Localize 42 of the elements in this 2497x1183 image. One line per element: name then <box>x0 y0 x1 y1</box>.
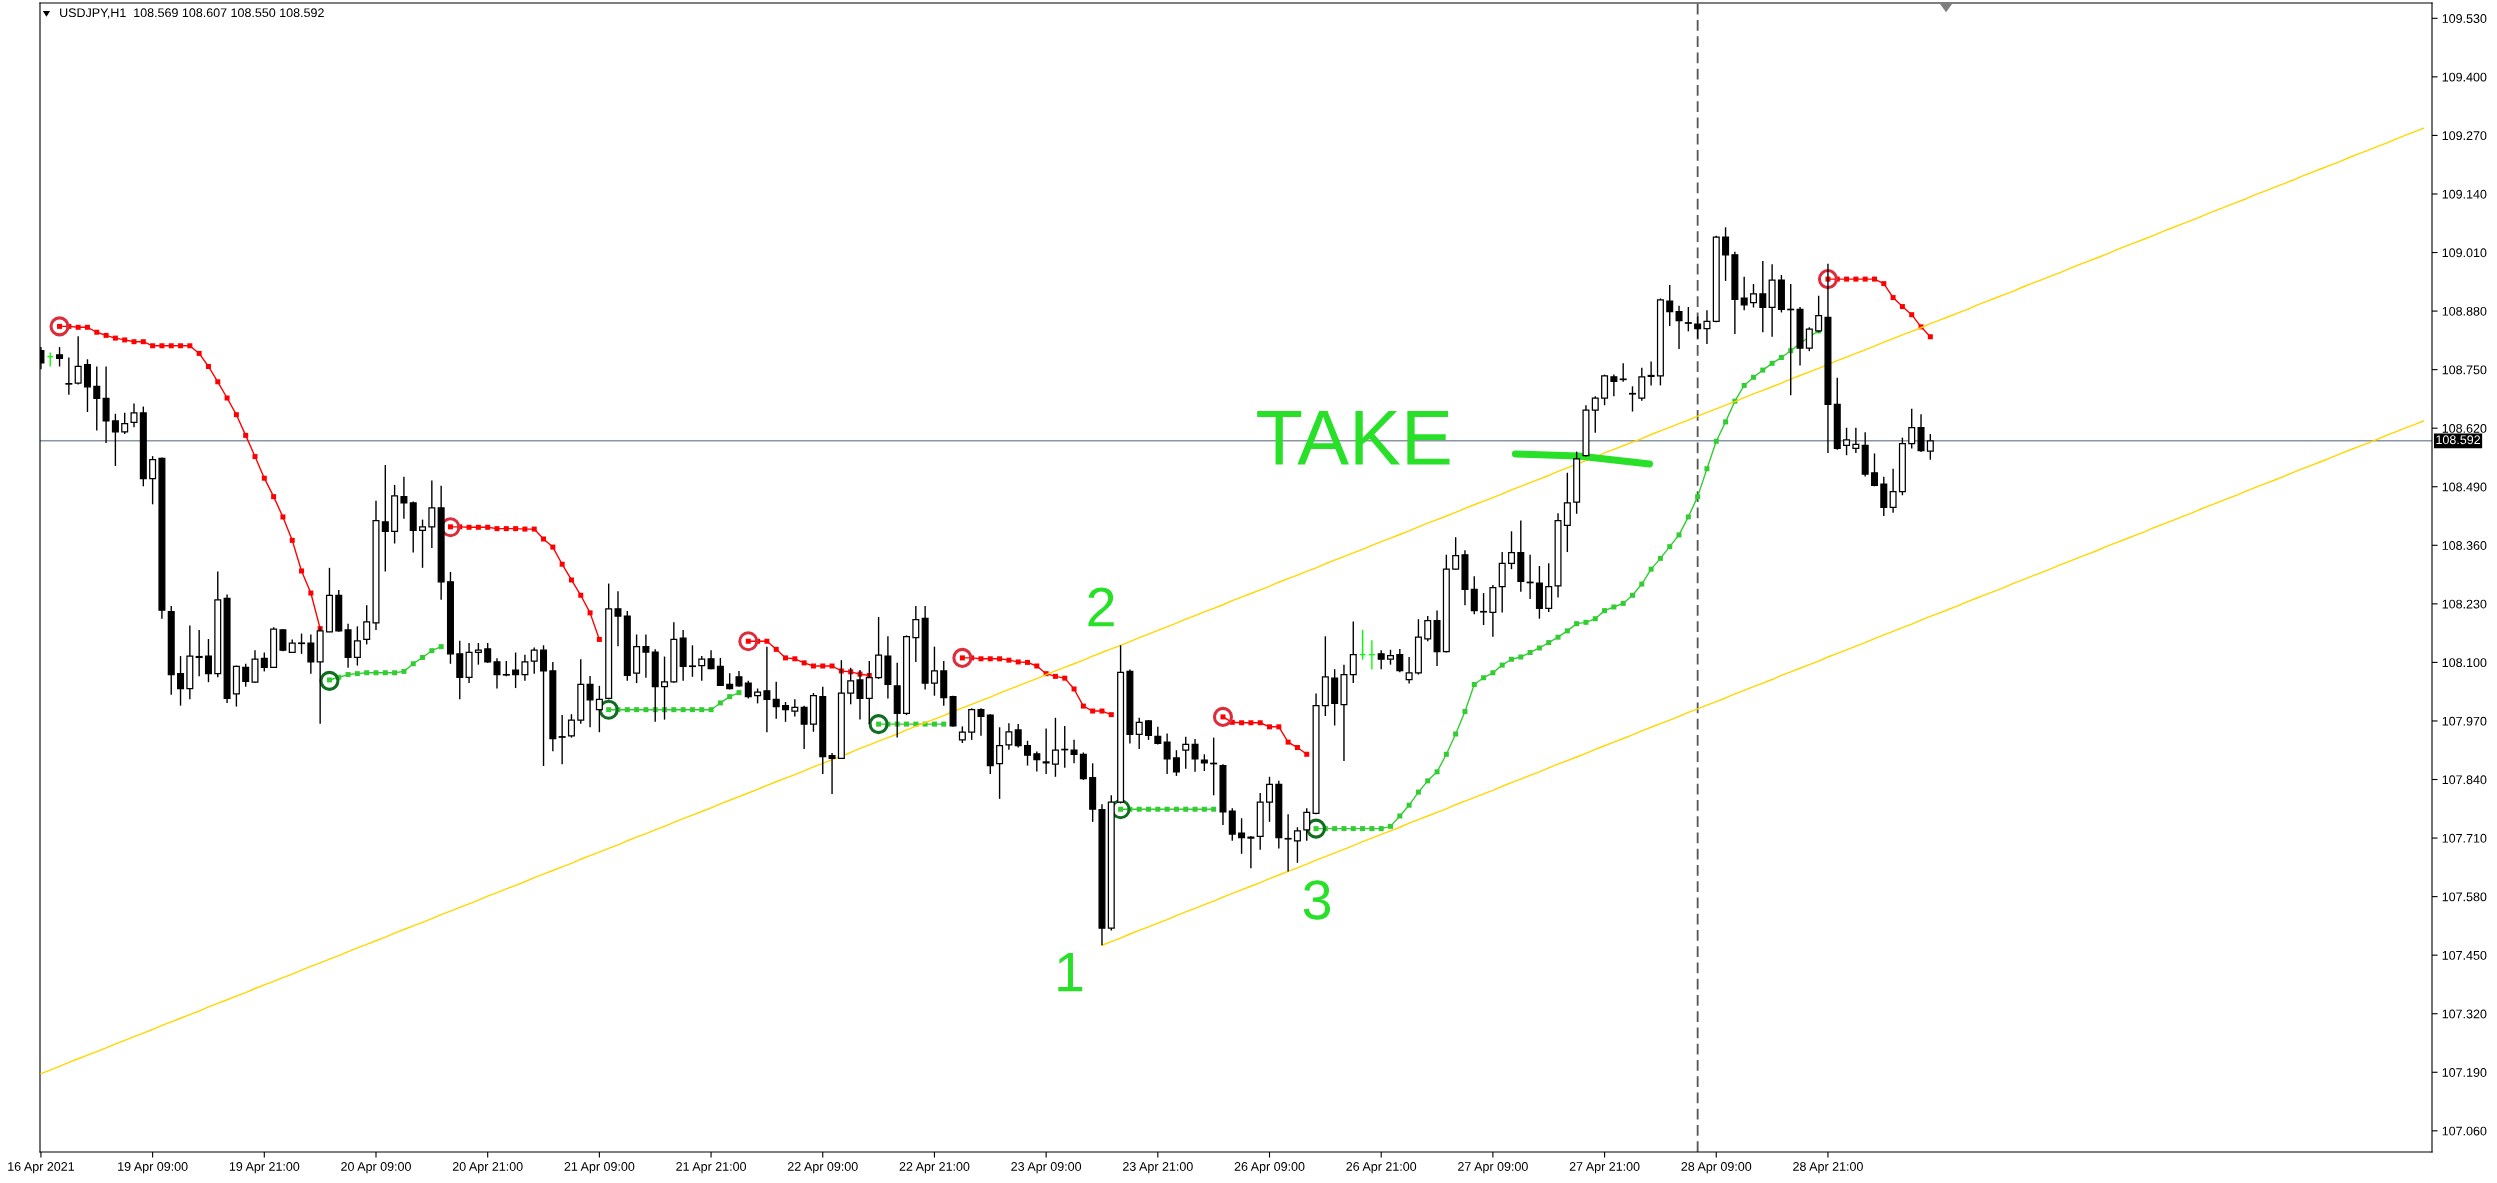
y-tick-label: 108.750 <box>2442 365 2487 375</box>
y-tick-label: 108.880 <box>2442 306 2487 316</box>
y-tick-label: 109.140 <box>2442 189 2487 199</box>
y-tick-label: 107.580 <box>2442 892 2487 902</box>
x-tick-label: 20 Apr 09:00 <box>341 1162 411 1174</box>
x-tick-label: 21 Apr 21:00 <box>676 1162 747 1174</box>
x-tick-label: 19 Apr 09:00 <box>118 1162 188 1174</box>
y-tick-label: 108.230 <box>2442 599 2487 609</box>
x-tick-label: 21 Apr 09:00 <box>564 1162 635 1174</box>
x-tick-label: 16 Apr 2021 <box>8 1162 75 1174</box>
y-tick-label: 107.320 <box>2442 1009 2487 1019</box>
x-tick-label: 23 Apr 09:00 <box>1011 1162 1082 1174</box>
chart-title: USDJPY,H1 108.569 108.607 108.550 108.592 <box>60 8 324 19</box>
y-tick-label: 107.970 <box>2442 716 2487 726</box>
y-tick-label: 108.490 <box>2442 482 2487 492</box>
y-tick-label: 109.400 <box>2442 72 2487 82</box>
ref-line-label: 108.592 <box>2436 435 2481 445</box>
y-tick-label: 108.100 <box>2442 658 2487 668</box>
x-tick-label: 28 Apr 09:00 <box>1681 1162 1752 1174</box>
x-tick-label: 20 Apr 21:00 <box>452 1162 523 1174</box>
x-tick-label: 22 Apr 09:00 <box>787 1162 858 1174</box>
y-tick-label: 107.060 <box>2442 1126 2487 1136</box>
y-tick-label: 109.270 <box>2442 131 2487 141</box>
x-tick-label: 22 Apr 21:00 <box>899 1162 970 1174</box>
x-tick-label: 23 Apr 21:00 <box>1123 1162 1193 1174</box>
annotation: 1 <box>1058 952 1083 992</box>
y-tick-label: 108.360 <box>2442 541 2487 550</box>
x-tick-label: 26 Apr 21:00 <box>1346 1162 1417 1174</box>
x-tick-label: 26 Apr 09:00 <box>1234 1162 1305 1174</box>
y-tick-label: 109.010 <box>2442 248 2487 258</box>
x-tick-label: 27 Apr 21:00 <box>1569 1162 1640 1174</box>
x-tick-label: 27 Apr 09:00 <box>1458 1162 1528 1174</box>
annotation: 3 <box>1303 880 1331 920</box>
y-tick-label: 108.620 <box>2442 423 2487 433</box>
y-tick-label: 107.710 <box>2442 833 2487 843</box>
y-tick-label: 107.190 <box>2442 1068 2487 1077</box>
y-tick-label: 109.530 <box>2442 14 2487 23</box>
annotation: 2 <box>1088 587 1114 627</box>
x-tick-label: 19 Apr 21:00 <box>229 1162 300 1174</box>
y-tick-label: 107.450 <box>2442 950 2487 960</box>
x-tick-label: 28 Apr 21:00 <box>1793 1162 1863 1174</box>
y-tick-label: 107.840 <box>2442 775 2487 785</box>
